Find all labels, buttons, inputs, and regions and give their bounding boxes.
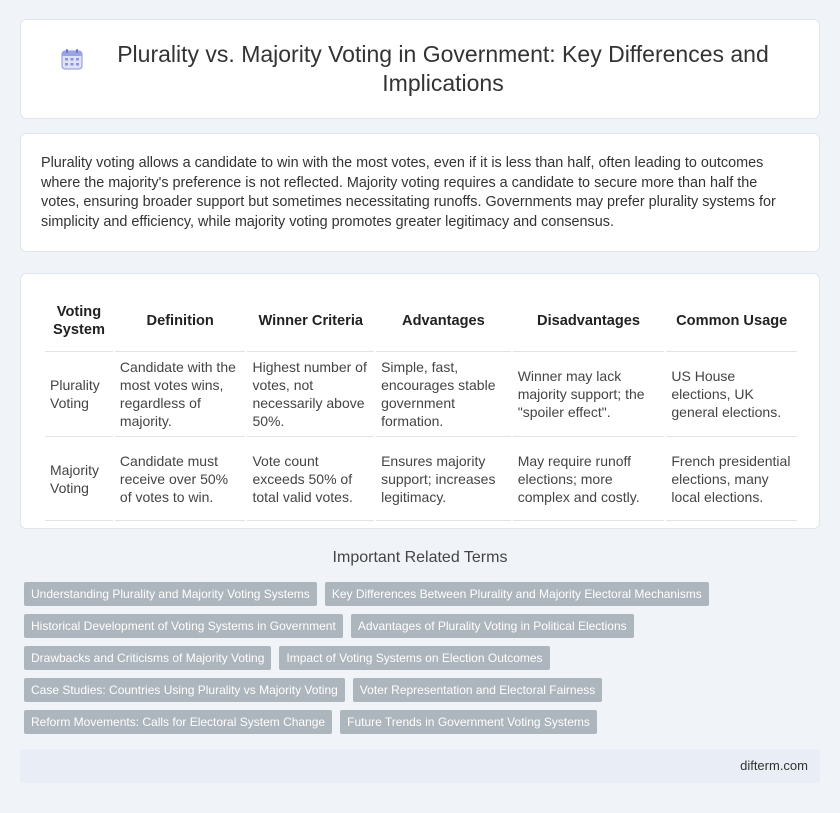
column-header: Definition (114, 290, 246, 352)
table-cell: May require runoff elections; more compl… (512, 437, 665, 521)
tag-row: Case Studies: Countries Using Plurality … (24, 678, 820, 702)
tag-row: Understanding Plurality and Majority Vot… (24, 582, 820, 606)
page-title: Plurality vs. Majority Voting in Governm… (117, 41, 769, 96)
related-term-tag[interactable]: Voter Representation and Electoral Fairn… (352, 678, 603, 702)
related-term-tag[interactable]: Future Trends in Government Voting Syste… (340, 710, 597, 734)
tag-row: Drawbacks and Criticisms of Majority Vot… (24, 646, 820, 670)
comparison-table-card: Voting System Definition Winner Criteria… (20, 273, 820, 529)
table-cell: US House elections, UK general elections… (666, 352, 797, 437)
related-term-tag[interactable]: Advantages of Plurality Voting in Politi… (350, 614, 634, 638)
table-cell: Highest number of votes, not necessarily… (247, 352, 375, 437)
column-header: Advantages (376, 290, 511, 352)
tag-row: Historical Development of Voting Systems… (24, 614, 820, 638)
column-header: Common Usage (666, 290, 797, 352)
table-cell: Ensures majority support; increases legi… (376, 437, 511, 521)
column-header: Disadvantages (512, 290, 665, 352)
footer-site-link[interactable]: difterm.com (740, 758, 808, 773)
related-term-tag[interactable]: Impact of Voting Systems on Election Out… (279, 646, 550, 670)
table-header-row: Voting System Definition Winner Criteria… (45, 290, 797, 352)
related-term-tag[interactable]: Historical Development of Voting Systems… (24, 614, 343, 638)
header-card: Plurality vs. Majority Voting in Governm… (20, 19, 820, 119)
table-cell: French presidential elections, many loca… (666, 437, 797, 521)
related-term-tag[interactable]: Understanding Plurality and Majority Vot… (24, 582, 317, 606)
table-cell: Candidate with the most votes wins, rega… (114, 352, 246, 437)
title-wrap: Plurality vs. Majority Voting in Governm… (61, 40, 779, 98)
footer: difterm.com (20, 749, 820, 783)
table-cell: Majority Voting (45, 437, 113, 521)
table-cell: Winner may lack majority support; the "s… (512, 352, 665, 437)
related-term-tag[interactable]: Key Differences Between Plurality and Ma… (324, 582, 709, 606)
related-terms-list: Understanding Plurality and Majority Vot… (24, 582, 820, 742)
calendar-icon (61, 49, 83, 70)
table-cell: Vote count exceeds 50% of total valid vo… (247, 437, 375, 521)
comparison-table: Voting System Definition Winner Criteria… (43, 290, 799, 521)
related-term-tag[interactable]: Reform Movements: Calls for Electoral Sy… (24, 710, 333, 734)
related-term-tag[interactable]: Case Studies: Countries Using Plurality … (24, 678, 345, 702)
table-cell: Candidate must receive over 50% of votes… (114, 437, 246, 521)
table-row: Plurality Voting Candidate with the most… (45, 352, 797, 437)
table-cell: Plurality Voting (45, 352, 113, 437)
intro-text: Plurality voting allows a candidate to w… (41, 155, 776, 230)
column-header: Winner Criteria (247, 290, 375, 352)
related-term-tag[interactable]: Drawbacks and Criticisms of Majority Vot… (24, 646, 272, 670)
related-terms-title: Important Related Terms (332, 549, 508, 566)
intro-card: Plurality voting allows a candidate to w… (20, 133, 820, 252)
tag-row: Reform Movements: Calls for Electoral Sy… (24, 710, 820, 734)
column-header: Voting System (45, 290, 113, 352)
table-row: Majority Voting Candidate must receive o… (45, 437, 797, 521)
table-cell: Simple, fast, encourages stable governme… (376, 352, 511, 437)
